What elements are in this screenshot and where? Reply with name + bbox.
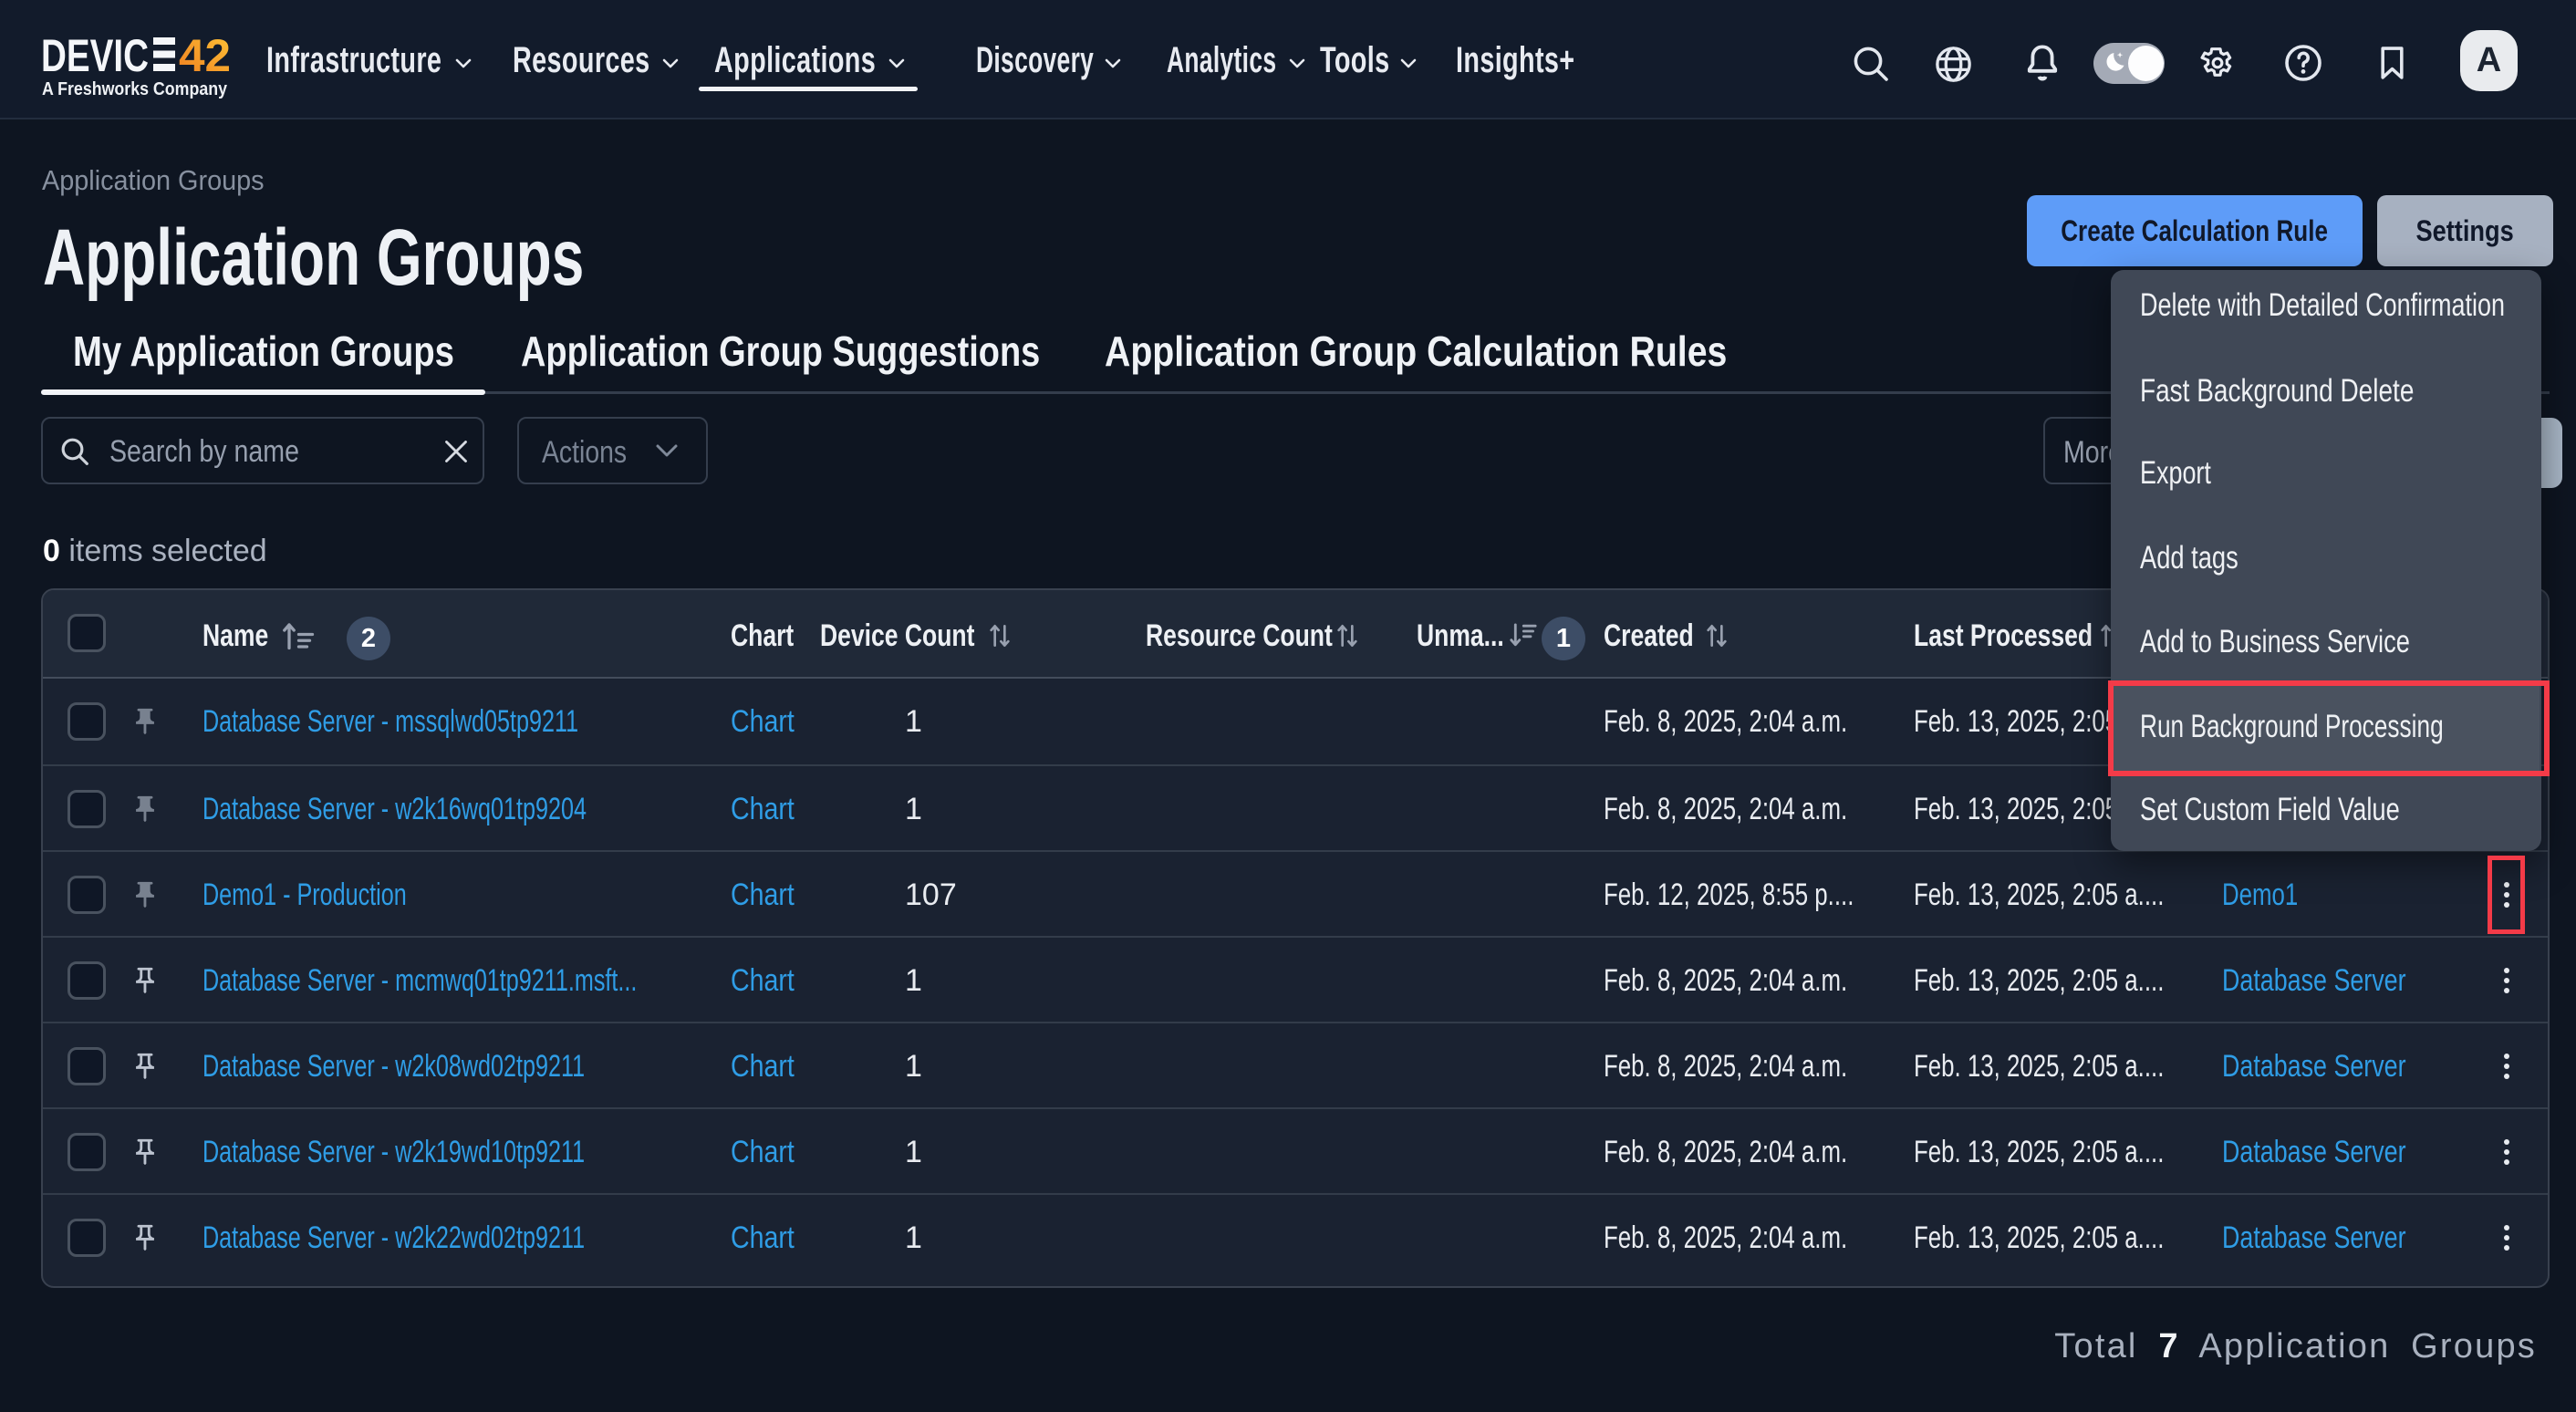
svg-text:DEVIC: DEVIC	[41, 33, 149, 81]
svg-text:A Freshworks Company: A Freshworks Company	[42, 78, 228, 99]
svg-text:42: 42	[179, 33, 231, 81]
